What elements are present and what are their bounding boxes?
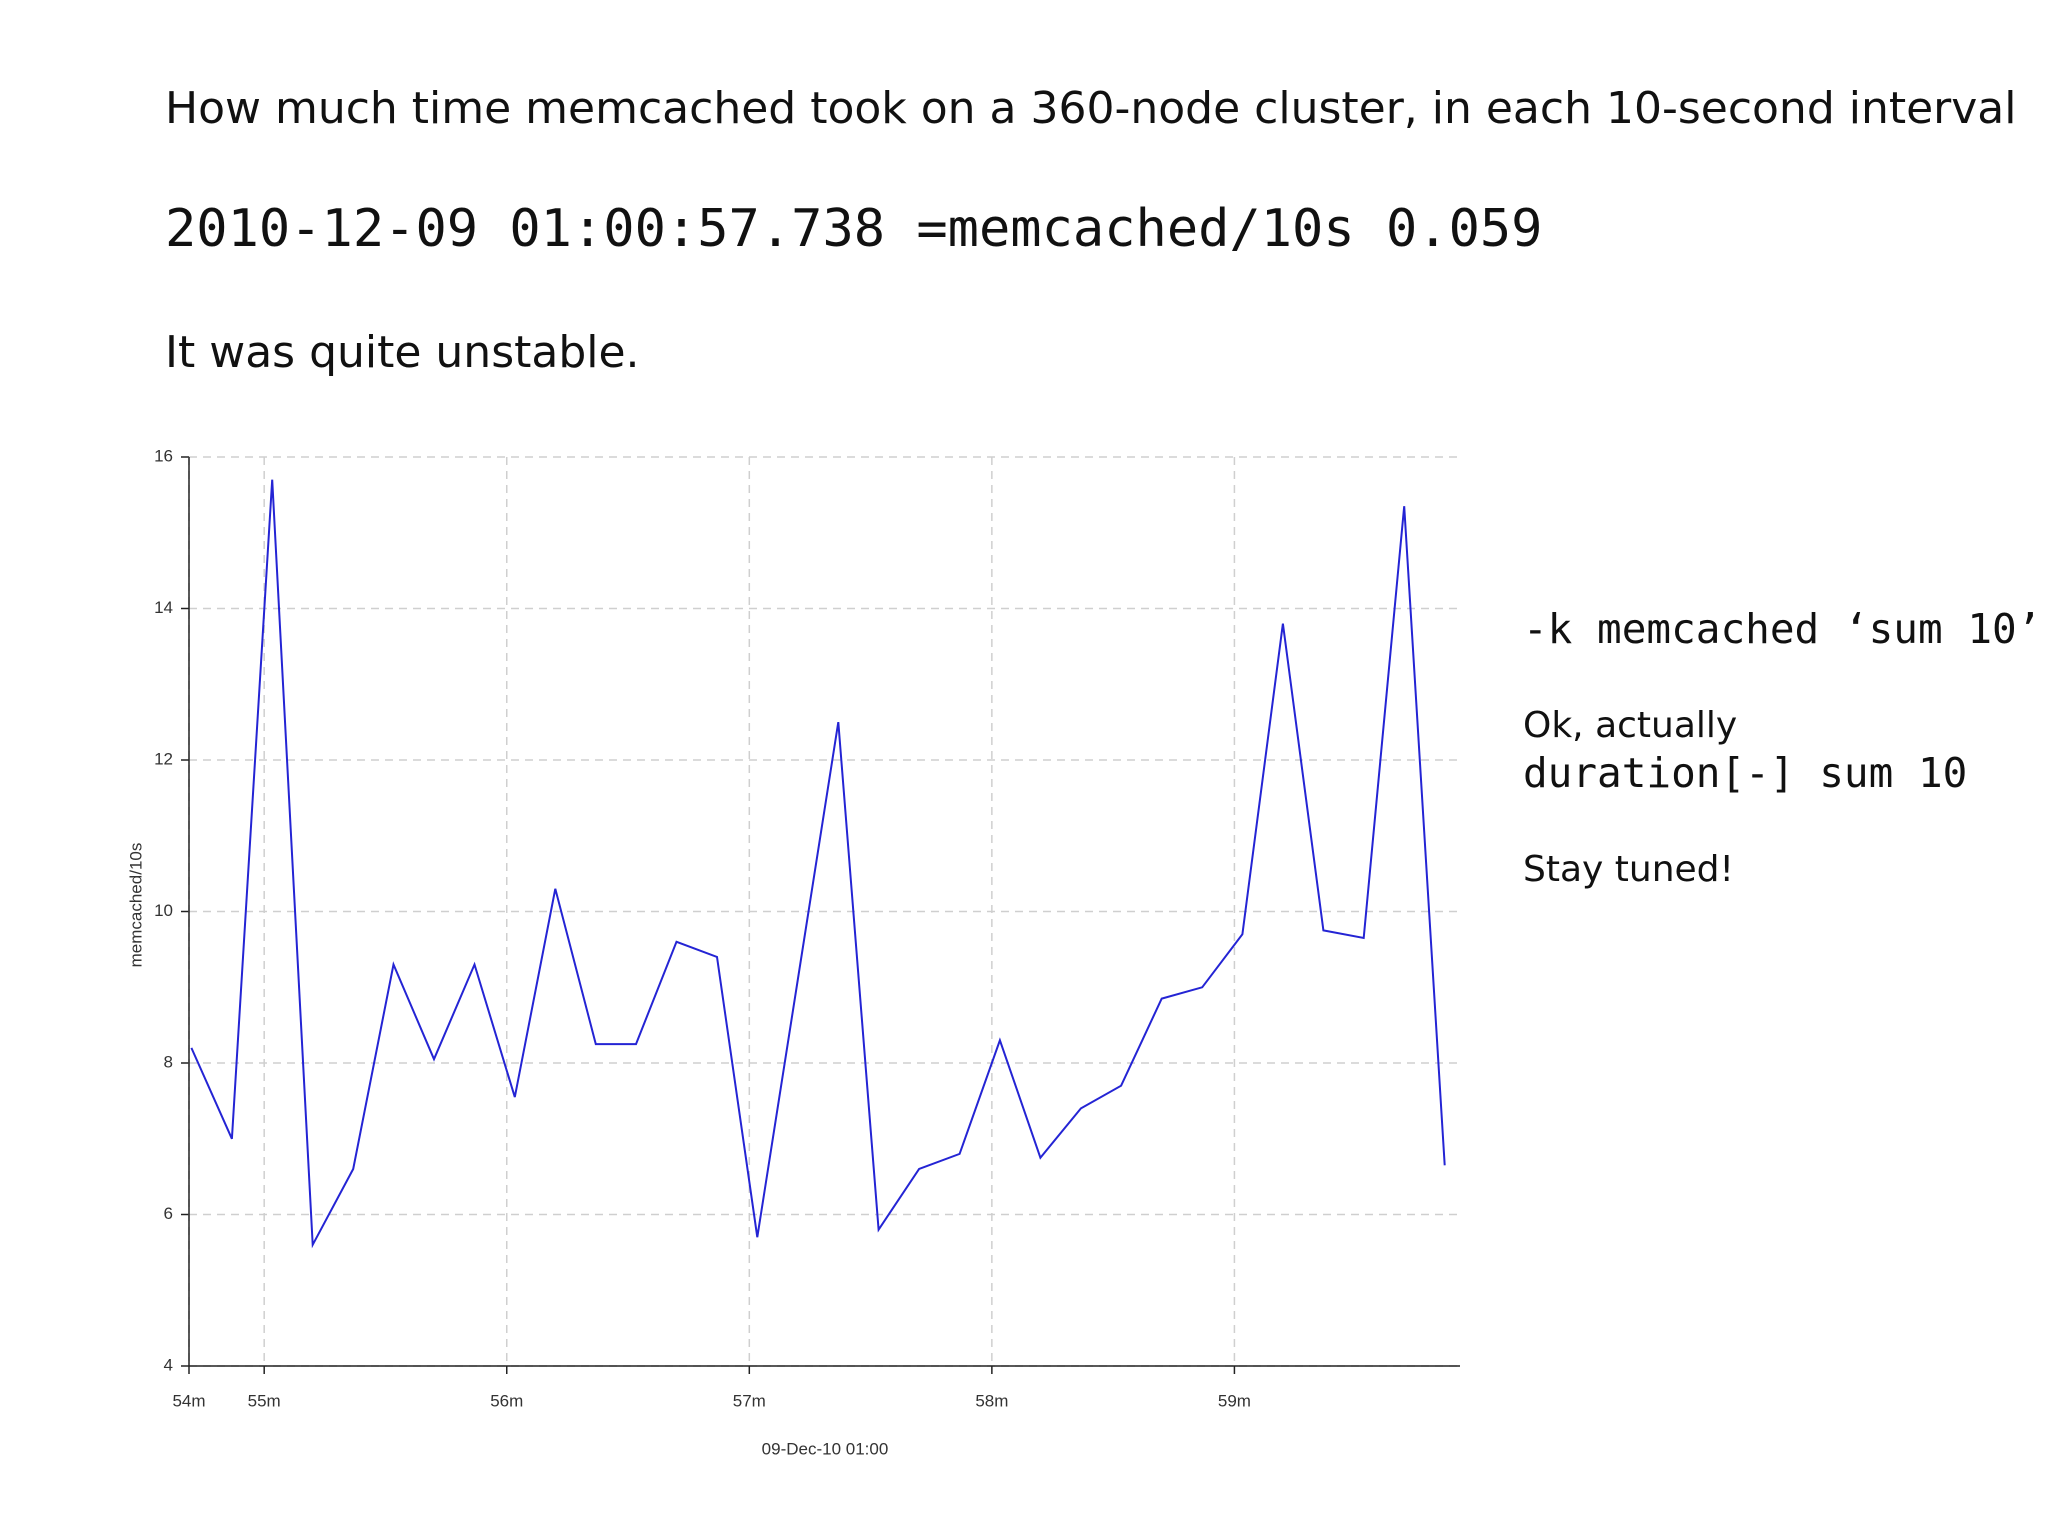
y-tick-label: 12 [154,749,173,768]
y-tick-label: 6 [164,1204,173,1223]
remark: It was quite unstable. [165,327,640,378]
x-tick-label: 54m [172,1391,205,1410]
x-tick-label: 55m [248,1391,281,1410]
y-tick-label: 16 [154,446,173,465]
note: Stay tuned! [1523,849,1734,890]
note: Ok, actually [1523,705,1737,746]
x-tick-label: 56m [490,1391,523,1410]
y-axis-label: memcached/10s [126,843,145,968]
sample-line: 2010-12-09 01:00:57.738 =memcached/10s 0… [165,199,1543,259]
data-line [190,479,1446,1249]
x-tick-label: 57m [733,1391,766,1410]
y-tick-label: 4 [164,1355,173,1374]
y-tick-label: 10 [154,901,173,920]
x-tick-label: 59m [1218,1391,1251,1410]
y-tick-label: 8 [164,1052,173,1071]
command: -k memcached ‘sum 10’ [1523,605,2041,653]
x-axis-label: 09-Dec-10 01:00 [762,1439,889,1458]
heading: How much time memcached took on a 360-no… [165,83,2016,134]
y-tick-label: 14 [154,598,173,617]
x-tick-label: 58m [975,1391,1008,1410]
command: duration[-] sum 10 [1523,749,1967,797]
